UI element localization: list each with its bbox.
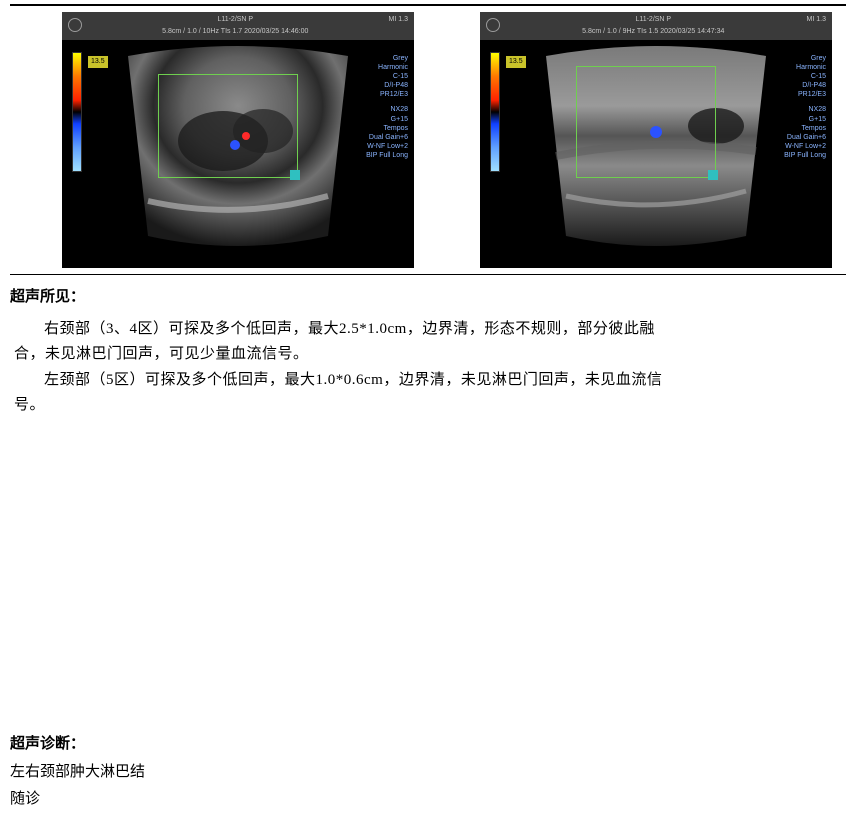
diagnosis-line-2: 随诊 bbox=[10, 787, 145, 813]
diagnosis-line-1: 左右颈部肿大淋巴结 bbox=[10, 760, 145, 786]
findings-title: 超声所见： bbox=[10, 285, 846, 311]
us1-roi-box bbox=[158, 74, 298, 178]
us2-flow-dot-blue bbox=[650, 126, 662, 138]
findings-line-4: 号。 bbox=[14, 393, 846, 419]
us1-flow-dot-red bbox=[242, 132, 250, 140]
us2-color-scale-icon bbox=[490, 52, 500, 172]
us2-scale-label: 13.5 bbox=[506, 56, 526, 68]
top-rule bbox=[10, 4, 846, 6]
us1-header: L11-2/SN P 5.8cm / 1.0 / 10Hz TIs 1.7 20… bbox=[62, 12, 414, 40]
us1-flow-dot-blue bbox=[230, 140, 240, 150]
us2-side-params: Grey Harmonic C-15 D/I-P48 PR12/E3 NX28 … bbox=[784, 54, 826, 160]
diagnosis-block: 超声诊断： 左右颈部肿大淋巴结 随诊 bbox=[10, 730, 145, 813]
us1-color-scale-icon bbox=[72, 52, 82, 172]
mid-rule bbox=[10, 274, 846, 275]
us2-roi-corner-icon bbox=[708, 170, 718, 180]
us1-mi: MI 1.3 bbox=[389, 14, 408, 26]
vendor-logo-icon bbox=[486, 18, 500, 32]
findings-line-3: 左颈部（5区）可探及多个低回声，最大1.0*0.6cm，边界清，未见淋巴门回声，… bbox=[14, 368, 846, 394]
us1-side-params: Grey Harmonic C-15 D/I-P48 PR12/E3 NX28 … bbox=[366, 54, 408, 160]
findings-body: 右颈部（3、4区）可探及多个低回声，最大2.5*1.0cm，边界清，形态不规则，… bbox=[10, 317, 846, 419]
ultrasound-image-1: L11-2/SN P 5.8cm / 1.0 / 10Hz TIs 1.7 20… bbox=[62, 12, 414, 268]
us2-header: L11-2/SN P 5.8cm / 1.0 / 9Hz TIs 1.5 202… bbox=[480, 12, 832, 40]
findings-line-2: 合，未见淋巴门回声，可见少量血流信号。 bbox=[14, 342, 846, 368]
us2-machine: L11-2/SN P bbox=[582, 14, 724, 26]
findings-line-1: 右颈部（3、4区）可探及多个低回声，最大2.5*1.0cm，边界清，形态不规则，… bbox=[14, 317, 846, 343]
us1-roi-corner-icon bbox=[290, 170, 300, 180]
us1-meta: 5.8cm / 1.0 / 10Hz TIs 1.7 2020/03/25 14… bbox=[162, 26, 308, 38]
us1-machine: L11-2/SN P bbox=[162, 14, 308, 26]
us2-roi-box bbox=[576, 66, 716, 178]
us2-mi: MI 1.3 bbox=[807, 14, 826, 26]
ultrasound-image-2: L11-2/SN P 5.8cm / 1.0 / 9Hz TIs 1.5 202… bbox=[480, 12, 832, 268]
vendor-logo-icon bbox=[68, 18, 82, 32]
us2-meta: 5.8cm / 1.0 / 9Hz TIs 1.5 2020/03/25 14:… bbox=[582, 26, 724, 38]
diagnosis-title: 超声诊断： bbox=[10, 732, 145, 758]
us1-scale-label: 13.5 bbox=[88, 56, 108, 68]
ultrasound-row: L11-2/SN P 5.8cm / 1.0 / 10Hz TIs 1.7 20… bbox=[10, 12, 846, 268]
